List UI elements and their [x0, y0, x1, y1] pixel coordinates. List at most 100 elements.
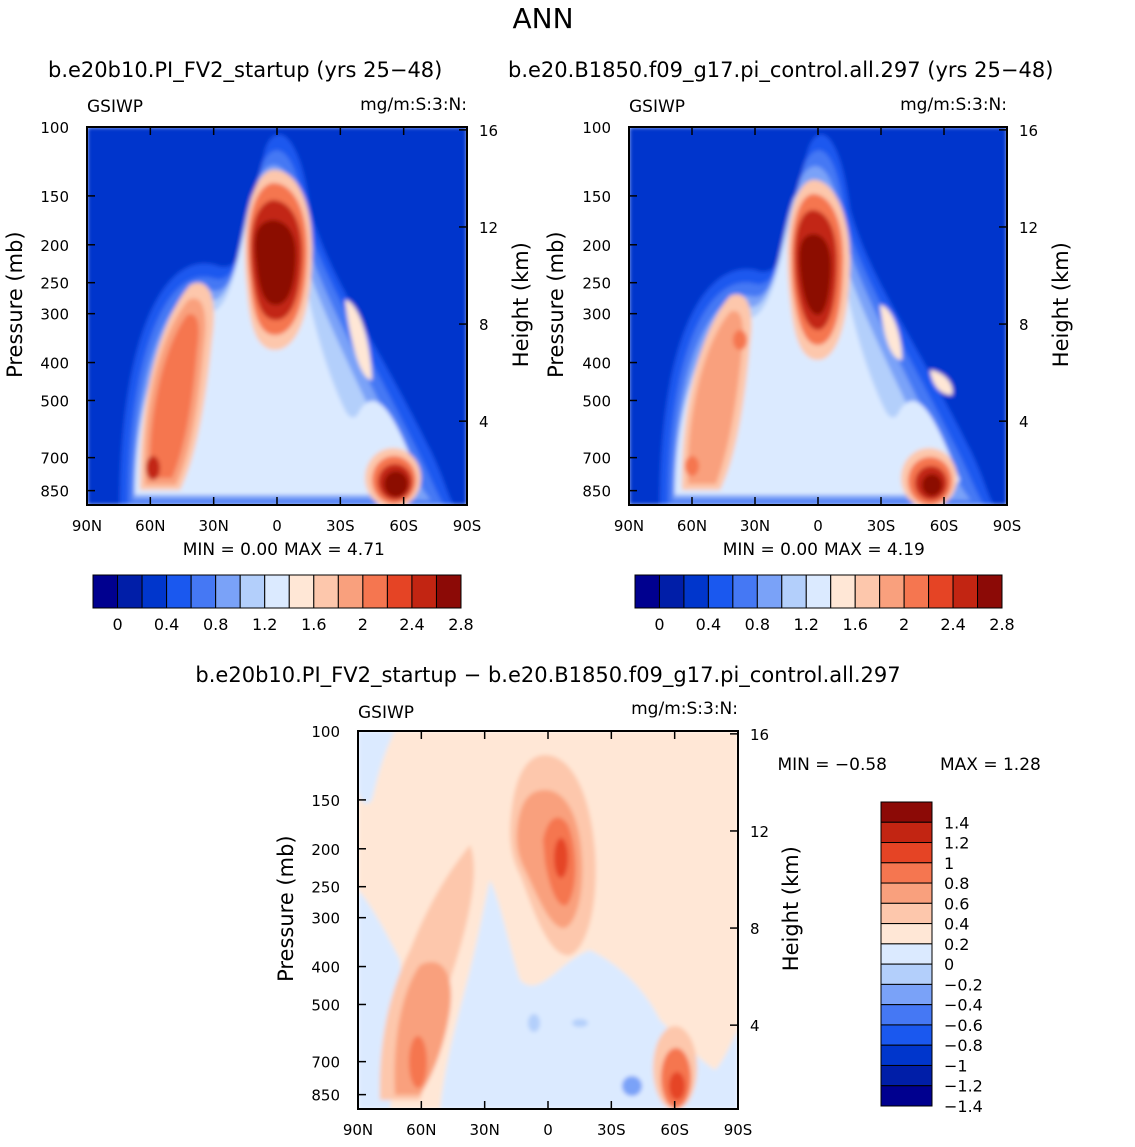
panel3-sh-core	[669, 1072, 685, 1100]
y-tick-label: 500	[311, 996, 340, 1014]
colorbar-tick-label: −0.2	[944, 975, 983, 994]
y-right-tick-label: 8	[1019, 316, 1029, 334]
colorbar-tick-label: 1.2	[252, 615, 277, 634]
colorbar-tick-label: 1.2	[794, 615, 819, 634]
colorbar-swatch	[117, 574, 143, 609]
panel1-trop-core	[254, 220, 297, 305]
colorbar-tick-label: 0	[112, 615, 122, 634]
x-tick-label: 60N	[406, 1121, 436, 1139]
colorbar-swatch	[880, 882, 933, 904]
y-right-tick-label: 12	[750, 823, 769, 841]
colorbar-swatch	[880, 1085, 933, 1107]
y-right-tick-label: 4	[479, 413, 489, 431]
colorbar-tick-label: 1.6	[842, 615, 867, 634]
colorbar-tick-label: 0.4	[944, 915, 969, 934]
colorbar-tick-label: 0	[944, 955, 954, 974]
x-tick-label: 60N	[677, 517, 707, 535]
x-tick-label: 90N	[614, 517, 644, 535]
panel2-sh-core	[922, 474, 942, 496]
y-tick-label: 200	[311, 841, 340, 859]
colorbar-tick-label: 0.8	[745, 615, 770, 634]
colorbar-tick-label: 2	[358, 615, 368, 634]
colorbar-swatch	[683, 574, 709, 609]
colorbar-swatch	[879, 574, 905, 609]
panel2-trop-core	[799, 234, 832, 315]
x-tick-label: 30S	[597, 1121, 626, 1139]
colorbar-tick-label: −1	[944, 1056, 968, 1075]
colorbar-swatch	[732, 574, 758, 609]
y-axis-label: Pressure (mb)	[274, 835, 298, 982]
colorbar-tick-label: 0.4	[154, 615, 179, 634]
y-right-tick-label: 8	[479, 316, 489, 334]
colorbar-swatch	[880, 1064, 933, 1087]
y-right-axis-label: Height (km)	[509, 242, 533, 367]
colorbar-swatch	[880, 821, 933, 844]
colorbar-swatch	[92, 574, 119, 609]
y-tick-label: 150	[582, 188, 611, 206]
y-right-tick-label: 12	[479, 219, 498, 237]
x-tick-label: 30N	[740, 517, 770, 535]
colorbar-swatch	[288, 574, 315, 609]
y-tick-label: 400	[311, 959, 340, 977]
panel2-variable-label: GSIWP	[629, 97, 685, 117]
colorbar-tick-label: −0.4	[944, 996, 983, 1015]
colorbar-swatch	[386, 574, 413, 609]
y-tick-label: 300	[40, 306, 69, 324]
y-tick-label: 850	[582, 483, 611, 501]
x-tick-label: 90N	[343, 1121, 373, 1139]
colorbar-swatch	[215, 574, 241, 609]
colorbar-swatch	[928, 574, 954, 609]
colorbar-swatch	[952, 574, 979, 609]
colorbar-swatch	[880, 943, 933, 965]
y-tick-label: 500	[40, 392, 69, 410]
colorbar-tick-label: 2.4	[399, 615, 424, 634]
colorbar-swatch	[190, 574, 217, 609]
y-tick-label: 150	[40, 188, 69, 206]
panel2-field	[629, 127, 1007, 505]
x-tick-label: 90N	[72, 517, 102, 535]
x-tick-label: 90S	[724, 1121, 753, 1139]
colorbar-tick-label: 1	[944, 854, 954, 873]
colorbar-swatch	[880, 963, 933, 985]
colorbar-swatch	[634, 574, 660, 609]
x-tick-label: 0	[543, 1121, 553, 1139]
colorbar-swatch	[880, 902, 933, 925]
y-tick-label: 700	[40, 450, 69, 468]
x-tick-label: 60S	[389, 517, 418, 535]
y-tick-label: 400	[582, 355, 611, 373]
y-tick-label: 200	[40, 237, 69, 255]
panel-control-case: GSIWP mg/m:S:3:N:	[544, 95, 1073, 634]
colorbar-swatch	[781, 574, 807, 609]
colorbar-swatch	[411, 574, 437, 609]
y-tick-label: 300	[582, 306, 611, 324]
colorbar-tick-label: 1.4	[944, 813, 969, 832]
y-tick-label: 250	[311, 879, 340, 897]
colorbar-swatch	[880, 1024, 933, 1046]
panel2-plume-nh-mid	[687, 310, 744, 484]
colorbar-tick-label: 2	[899, 615, 909, 634]
colorbar-tick-label: 0.6	[944, 894, 969, 913]
panel1-units-label: mg/m:S:3:N:	[360, 95, 467, 115]
colorbar-tick-label: −0.8	[944, 1036, 983, 1055]
colorbar-swatch	[880, 983, 933, 1006]
panel3-trop-core	[554, 838, 568, 878]
y-tick-label: 850	[40, 483, 69, 501]
panel3-plume-nh-mid	[394, 962, 451, 1095]
colorbar-swatch	[362, 574, 388, 609]
y-right-tick-label: 4	[750, 1017, 760, 1035]
y-tick-label: 300	[311, 910, 340, 928]
colorbar-tick-label: −0.6	[944, 1016, 983, 1035]
colorbar-swatch	[903, 574, 930, 609]
y-tick-label: 700	[582, 450, 611, 468]
panel2-plume-nh-core	[733, 330, 747, 350]
y-axis-label: Pressure (mb)	[544, 231, 568, 378]
panel3-title: b.e20b10.PI_FV2_startup − b.e20.B1850.f0…	[195, 663, 900, 688]
colorbar-tick-label: 1.2	[944, 834, 969, 853]
panel2-sh-upper-patch	[880, 305, 902, 360]
y-tick-label: 100	[582, 119, 611, 137]
colorbar-tick-label: 1.6	[301, 615, 326, 634]
panel3-min: MIN = −0.58	[777, 755, 887, 775]
colorbar-swatch	[707, 574, 734, 609]
y-tick-label: 100	[311, 723, 340, 741]
y-tick-label: 700	[311, 1054, 340, 1072]
